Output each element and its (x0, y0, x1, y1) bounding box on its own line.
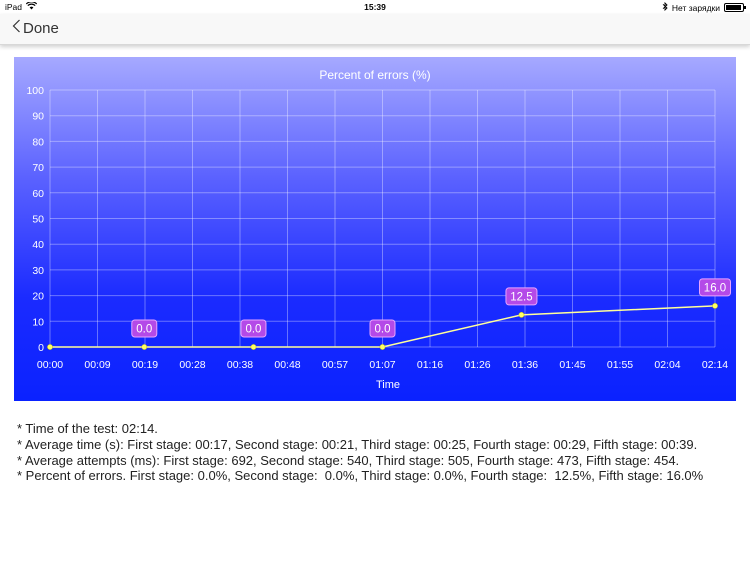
x-tick-label: 02:14 (702, 359, 728, 371)
data-label-box (699, 278, 731, 297)
x-tick-label: 01:26 (464, 359, 490, 371)
x-tick-label: 00:38 (227, 359, 253, 371)
data-label: 0.0 (136, 324, 152, 336)
battery-icon (724, 3, 746, 12)
data-label-box (505, 287, 538, 306)
y-tick-label: 40 (32, 239, 44, 251)
device-name: iPad (5, 2, 23, 12)
data-point (379, 344, 386, 350)
data-label: 16.0 (704, 282, 726, 294)
errors-chart: Percent of errors (%) 100 90 80 70 60 50 40 30 20… (14, 57, 736, 401)
x-tick-label: 02:04 (654, 359, 680, 371)
data-label: 0.0 (245, 324, 261, 336)
data-label: 12.5 (510, 291, 532, 303)
y-tick-label: 0 (38, 342, 44, 354)
x-tick-label: 01:45 (559, 359, 585, 371)
y-tick-label: 90 (32, 111, 44, 123)
data-point (47, 344, 53, 350)
data-label-box (131, 319, 158, 338)
summary-line-percent-errors: * Percent of errors. First stage: 0.0%, … (17, 468, 704, 484)
data-point (712, 303, 718, 309)
chart-canvas: Percent of errors (%)1009080706050403020… (26, 68, 731, 391)
x-tick-label: 00:00 (37, 359, 63, 371)
chart-title: Percent of errors (%) (319, 68, 430, 82)
done-button[interactable]: Done (12, 19, 59, 37)
summary-line-average-attempts: * Average attempts (ms): First stage: 69… (17, 452, 680, 468)
summary-line-test-time: * Time of the test: 02:14. (17, 421, 158, 436)
bluetooth-icon (662, 1, 668, 13)
data-point (141, 344, 148, 350)
x-tick-label: 01:36 (512, 359, 538, 371)
x-tick-label: 01:55 (607, 359, 633, 371)
y-tick-label: 80 (32, 136, 44, 148)
status-bar: iPad 15:39 Нет зарядки (0, 0, 750, 14)
y-tick-label: 50 (32, 214, 44, 226)
data-point (250, 344, 257, 350)
x-tick-label: 00:57 (322, 359, 348, 371)
y-tick-label: 60 (32, 188, 44, 200)
charging-status: Нет зарядки (671, 2, 720, 13)
y-tick-label: 100 (26, 85, 44, 97)
summary-line-average-time: * Average time (s): First stage: 00:17, … (17, 436, 698, 452)
x-tick-label: 00:28 (179, 359, 205, 371)
x-tick-label: 00:19 (132, 359, 158, 371)
data-point (518, 312, 525, 318)
data-label: 0.0 (375, 324, 391, 336)
y-tick-label: 20 (32, 291, 44, 303)
data-label-box (369, 319, 396, 338)
y-tick-label: 70 (32, 162, 44, 174)
y-tick-label: 10 (32, 316, 44, 328)
y-tick-label: 30 (32, 265, 44, 277)
x-tick-label: 01:16 (417, 359, 443, 371)
x-tick-label: 01:07 (369, 359, 395, 371)
data-label-box (240, 319, 267, 338)
clock: 15:39 (364, 2, 386, 12)
x-tick-label: 00:09 (84, 359, 110, 371)
x-axis-label: Time (376, 379, 400, 391)
navigation-bar: Done (0, 14, 750, 45)
x-tick-label: 00:48 (274, 359, 300, 371)
chevron-left-icon (12, 19, 21, 37)
done-label: Done (23, 19, 59, 37)
wifi-icon (25, 1, 38, 12)
test-summary: * Time of the test: 02:14. * Average tim… (17, 421, 732, 484)
series-line (50, 305, 716, 348)
